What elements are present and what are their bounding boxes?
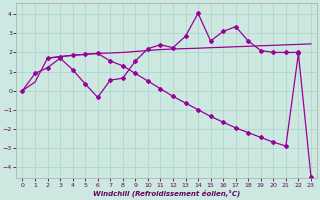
X-axis label: Windchill (Refroidissement éolien,°C): Windchill (Refroidissement éolien,°C)	[93, 190, 240, 197]
